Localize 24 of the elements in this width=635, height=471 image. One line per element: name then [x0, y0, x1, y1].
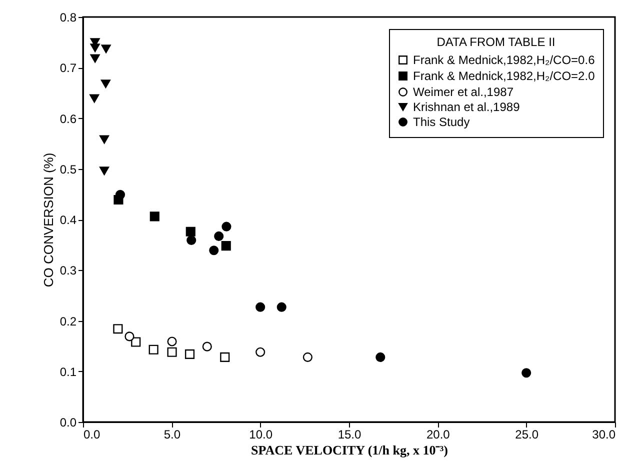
y-tick-label: 0.6: [60, 112, 77, 126]
legend-label: Frank & Mednick,1982,H₂/CO=2.0: [413, 69, 596, 83]
y-tick-label: 0.4: [60, 213, 77, 227]
legend-label: Krishnan et al.,1989: [413, 100, 520, 114]
x-tick-label: 0.0: [84, 428, 101, 442]
legend-label: Weimer et al.,1987: [413, 85, 514, 99]
y-tick-label: 0.2: [60, 314, 77, 328]
y-tick-label: 0.5: [60, 162, 77, 176]
legend-label: Frank & Mednick,1982,H₂/CO=0.6: [413, 53, 596, 67]
x-tick-label: 15.0: [338, 428, 362, 442]
x-tick-label: 20.0: [426, 428, 450, 442]
x-axis-title: SPACE VELOCITY (1/h kg, x 10⁻³): [251, 442, 448, 458]
legend-title: DATA FROM TABLE II: [436, 35, 556, 49]
y-tick-label: 0.8: [60, 10, 77, 24]
y-axis-title: CO CONVERSION (%): [40, 152, 56, 288]
y-tick-label: 0.1: [60, 364, 77, 379]
legend-label: This Study: [413, 115, 470, 129]
x-tick-label: 30.0: [592, 428, 616, 442]
y-tick-label: 0.0: [60, 416, 77, 430]
x-tick-label: 5.0: [164, 428, 181, 442]
y-tick-label: 0.7: [60, 61, 77, 76]
y-tick-label: 0.3: [60, 264, 77, 278]
x-tick-label: 10.0: [249, 428, 273, 442]
x-tick-label: 25.0: [515, 428, 539, 442]
